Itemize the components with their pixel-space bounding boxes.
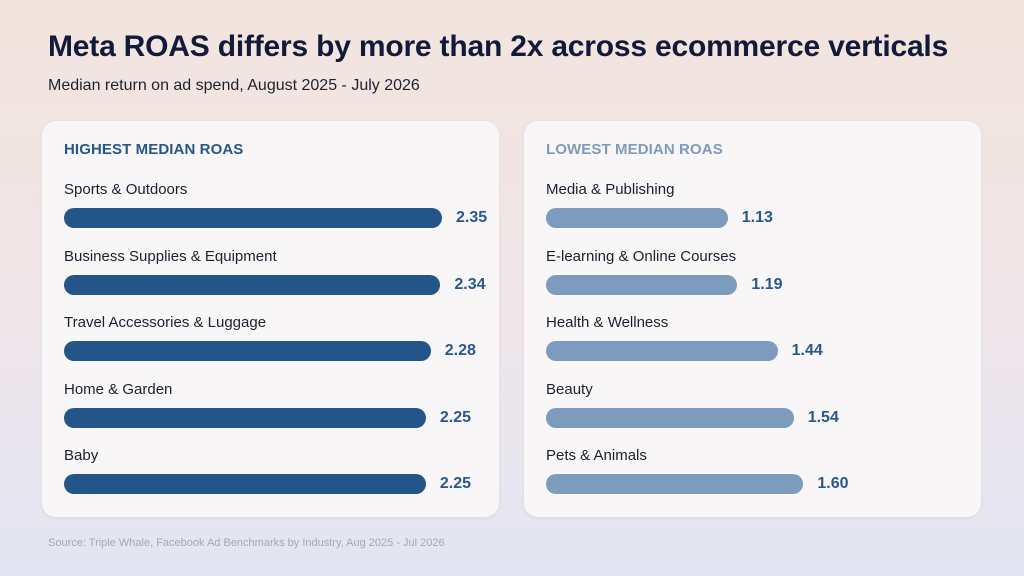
- bar: [64, 407, 426, 428]
- bar-value-label: 1.54: [807, 408, 839, 426]
- bar-category-label: Travel Accessories & Luggage: [64, 314, 267, 331]
- bar: [546, 274, 738, 295]
- bar-row: Pets & Animals 1.60: [546, 447, 981, 503]
- bar-category-label: Beauty: [546, 380, 593, 398]
- bar: [64, 208, 442, 228]
- chart-title: Meta ROAS differs by more than 2x across…: [48, 30, 949, 63]
- bar-value-label: 1.44: [791, 342, 823, 359]
- bar-row: Beauty 1.54: [546, 381, 981, 437]
- bar-category-label: Media & Publishing: [546, 181, 675, 198]
- bar-category-label: Business Supplies & Equipment: [64, 247, 277, 265]
- bar: [64, 474, 426, 494]
- bar-value-label: 1.60: [817, 475, 849, 492]
- bar-row: Sports & Outdoors 2.35: [64, 181, 499, 237]
- bar-value-label: 2.34: [454, 275, 486, 293]
- bar-category-label: Sports & Outdoors: [64, 181, 188, 198]
- bar-row: Health & Wellness 1.44: [546, 314, 981, 370]
- bar: [546, 407, 794, 428]
- lowest-roas-heading: LOWEST MEDIAN ROAS: [546, 141, 723, 158]
- bar-category-label: E-learning & Online Courses: [546, 247, 737, 265]
- bar: [546, 208, 728, 228]
- bar: [546, 341, 778, 361]
- bar-row: Media & Publishing 1.13: [546, 181, 981, 237]
- lowest-roas-card: LOWEST MEDIAN ROAS Media & Publishing 1.1…: [524, 121, 981, 517]
- chart-subtitle: Median return on ad spend, August 2025 -…: [48, 77, 420, 94]
- bar-category-label: Home & Garden: [64, 380, 173, 398]
- bar-row: E-learning & Online Courses 1.19: [546, 248, 981, 304]
- bar-value-label: 2.35: [456, 209, 488, 226]
- bar-category-label: Pets & Animals: [546, 447, 647, 464]
- bar-row: Home & Garden 2.25: [64, 381, 499, 437]
- bar-category-label: Health & Wellness: [546, 314, 669, 331]
- bar-row: Baby 2.25: [64, 447, 499, 503]
- bar-value-label: 1.13: [741, 209, 773, 226]
- bar-row: Business Supplies & Equipment 2.34: [64, 248, 499, 304]
- bar-category-label: Baby: [64, 447, 99, 464]
- bar-value-label: 2.28: [444, 342, 476, 359]
- bar: [64, 341, 431, 361]
- bar-value-label: 2.25: [439, 475, 472, 492]
- bar-row: Travel Accessories & Luggage 2.28: [64, 314, 499, 370]
- bar-value-label: 1.19: [751, 275, 783, 293]
- highest-roas-card: HIGHEST MEDIAN ROAS Sports & Outdoors 2.3…: [42, 121, 499, 517]
- bar-value-label: 2.25: [439, 408, 472, 426]
- source-note: Source: Triple Whale, Facebook Ad Benchm…: [48, 537, 445, 549]
- bar: [64, 274, 441, 295]
- bar: [546, 474, 804, 494]
- highest-roas-heading: HIGHEST MEDIAN ROAS: [64, 141, 244, 158]
